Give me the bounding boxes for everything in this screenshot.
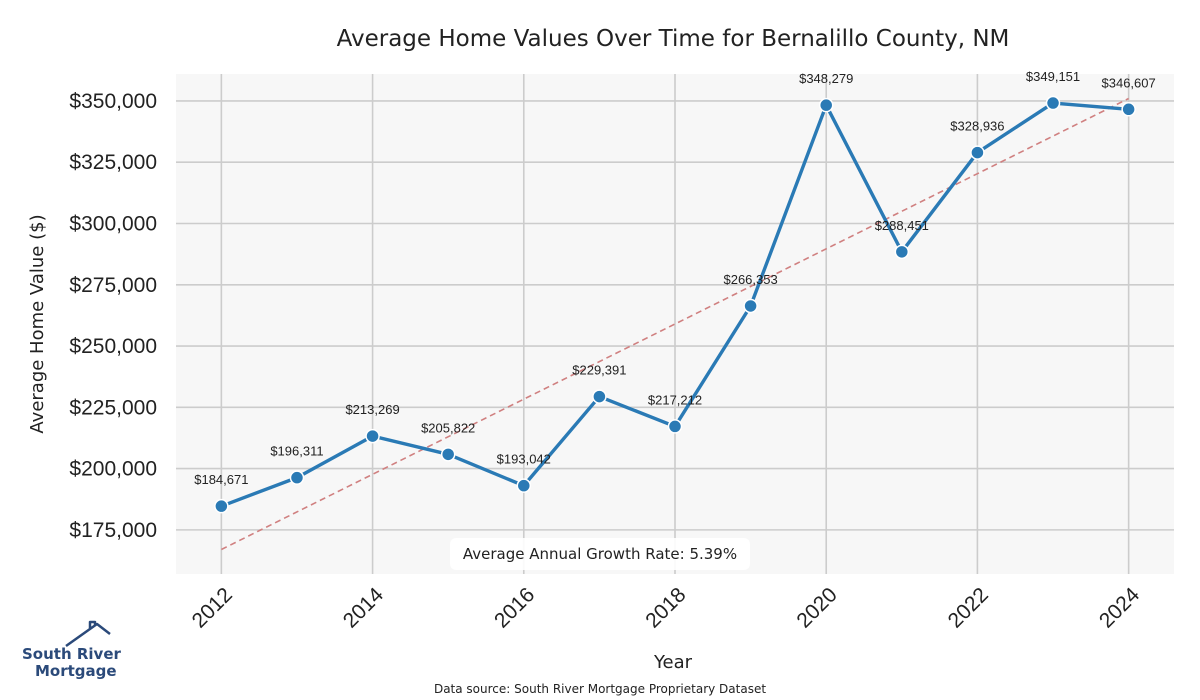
data-point — [1045, 95, 1061, 111]
data-source-note: Data source: South River Mortgage Propri… — [434, 682, 766, 696]
x-tick-label: 2018 — [641, 583, 690, 632]
y-tick-labels: $175,000 $200,000 $225,000 $250,000 $275,000… — [69, 90, 157, 542]
data-label: $213,269 — [345, 402, 399, 417]
trend-line — [221, 97, 1129, 551]
data-label: $229,391 — [572, 363, 626, 378]
data-points — [214, 95, 1136, 514]
y-tick-label: $275,000 — [69, 274, 157, 297]
x-tick-label: 2014 — [339, 583, 389, 633]
chart-title: Average Home Values Over Time for Bernal… — [337, 26, 1010, 52]
logo-line1: South River — [22, 645, 122, 663]
data-label: $346,607 — [1102, 75, 1156, 90]
data-point — [516, 478, 532, 493]
data-label: $196,311 — [270, 444, 323, 459]
y-tick-label: $200,000 — [69, 458, 157, 481]
data-point — [818, 97, 834, 113]
y-tick-label: $175,000 — [69, 519, 157, 542]
annotation-box — [450, 538, 750, 570]
data-label: $184,671 — [194, 472, 248, 487]
x-tick-label: 2022 — [944, 583, 993, 632]
data-labels: $184,671 $196,311 $213,269 $205,822 $193,042… — [194, 69, 1156, 487]
data-point — [894, 244, 910, 260]
data-point — [1121, 102, 1136, 117]
data-label: $328,936 — [950, 119, 1004, 134]
company-logo: South River Mortgage — [22, 620, 122, 680]
logo-line2: Mortgage — [35, 662, 117, 680]
y-tick-label: $350,000 — [69, 90, 157, 113]
data-label: $288,451 — [875, 218, 929, 233]
growth-rate-annotation: Average Annual Growth Rate: 5.39% — [450, 538, 750, 570]
data-label: $266,353 — [723, 272, 777, 287]
data-label: $193,042 — [497, 452, 551, 467]
house-roof-icon — [65, 620, 111, 648]
data-point — [743, 298, 758, 314]
x-tick-labels: 2012 2014 2016 2018 2020 2022 2024 — [188, 583, 1145, 633]
x-tick-label: 2020 — [792, 583, 841, 632]
x-axis-label: Year — [653, 652, 693, 673]
y-tick-label: $325,000 — [69, 151, 157, 174]
data-label: $205,822 — [421, 420, 475, 435]
x-tick-label: 2024 — [1095, 583, 1145, 633]
data-label: $349,151 — [1026, 69, 1080, 84]
y-tick-label: $225,000 — [69, 396, 157, 419]
y-axis-label: Average Home Value ($) — [27, 214, 48, 433]
x-tick-label: 2016 — [490, 583, 539, 632]
y-tick-label: $300,000 — [69, 213, 157, 236]
data-point — [365, 428, 380, 444]
data-point — [440, 447, 456, 462]
annotation-text: Average Annual Growth Rate: 5.39% — [463, 545, 737, 563]
x-tick-label: 2012 — [188, 583, 237, 632]
data-point — [667, 419, 683, 434]
y-tick-label: $250,000 — [69, 335, 157, 358]
data-label: $217,212 — [648, 392, 702, 407]
data-point — [214, 498, 229, 514]
data-label: $348,279 — [799, 71, 853, 86]
data-point — [592, 389, 607, 404]
data-point — [289, 470, 305, 485]
data-point — [970, 145, 985, 160]
